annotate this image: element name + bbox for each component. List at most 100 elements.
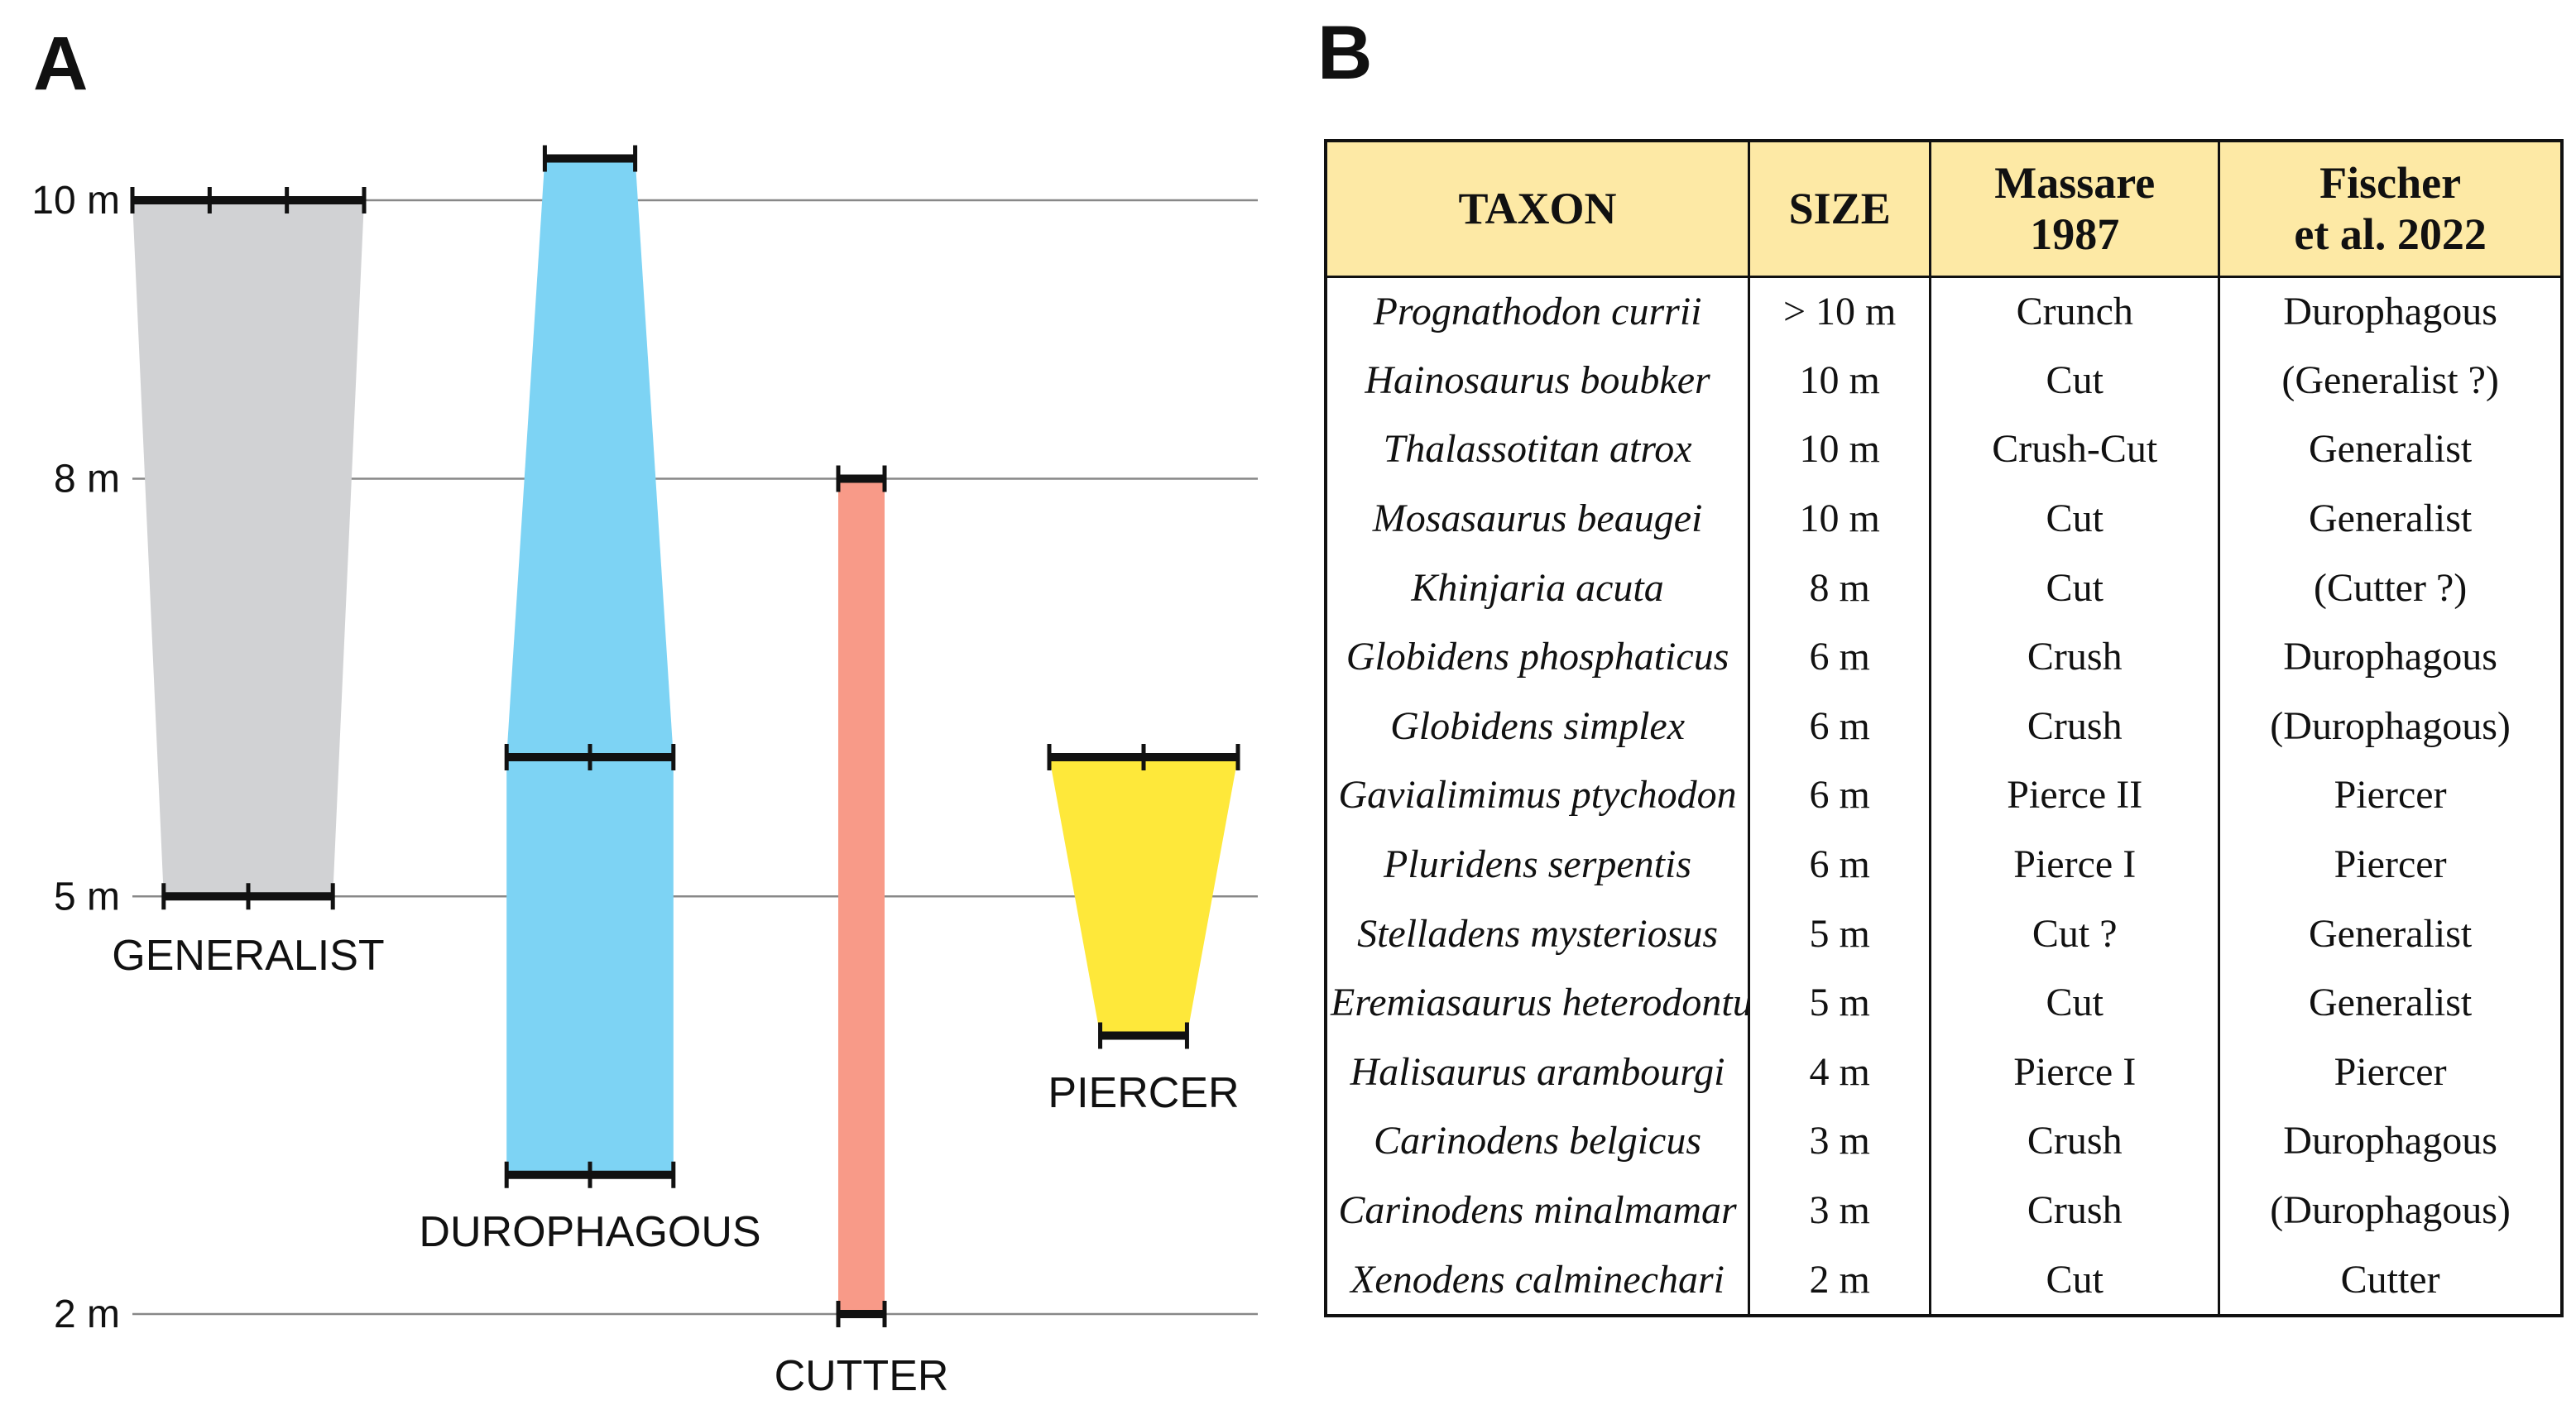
durophagous-label: DUROPHAGOUS: [419, 1208, 760, 1256]
cell-fischer: Generalist: [2218, 483, 2560, 554]
cell-taxon: Xenodens calminechari: [1350, 1257, 1725, 1302]
cell-massare: Crush: [1929, 1175, 2219, 1245]
cell-massare: Cut: [1929, 345, 2219, 415]
cell-massare: Cut: [1929, 1245, 2219, 1314]
table-row: Xenodens calminechari 2 m Cut Cutter: [1327, 1245, 2560, 1314]
table-row: Pluridens serpentis 6 m Pierce I Piercer: [1327, 829, 2560, 899]
cell-size: 10 m: [1748, 483, 1931, 554]
cell-taxon: Halisaurus arambourgi: [1350, 1049, 1725, 1094]
cell-fischer: (Durophagous): [2218, 1175, 2560, 1245]
cell-fischer: Piercer: [2218, 829, 2560, 899]
cell-massare: Crush: [1929, 621, 2219, 692]
cell-massare: Pierce II: [1929, 760, 2219, 830]
diet-table: TAXON SIZE Massare 1987 Fischer et al. 202…: [1324, 139, 2564, 1317]
durophagous-max-bar: [542, 145, 638, 172]
cell-fischer: (Durophagous): [2218, 691, 2560, 761]
cell-taxon: Prognathodon currii: [1373, 290, 1702, 334]
cell-size: 6 m: [1748, 829, 1931, 899]
table-header-row: TAXON SIZE Massare 1987 Fischer et al. 202…: [1327, 142, 2560, 278]
cell-taxon: Thalassotitan atrox: [1383, 427, 1692, 472]
cell-taxon: Khinjaria acuta: [1411, 565, 1664, 610]
y-tick-label: 5 m: [54, 875, 120, 919]
piercer-range-shape: [1049, 757, 1238, 1036]
cell-massare: Crush: [1929, 691, 2219, 761]
cell-taxon: Stelladens mysteriosus: [1357, 911, 1719, 956]
table-row: Gavialimimus ptychodon 6 m Pierce II Pierce…: [1327, 760, 2560, 830]
table-row: Halisaurus arambourgi 4 m Pierce I Piercer: [1327, 1037, 2560, 1107]
generalist-range-shape: [132, 200, 364, 897]
generalist-min-bar: [161, 883, 335, 910]
cell-massare: Pierce I: [1929, 829, 2219, 899]
table-row: Hainosaurus boubker 10 m Cut (Generalist ?): [1327, 345, 2560, 415]
table-row: Khinjaria acuta 8 m Cut (Cutter ?): [1327, 553, 2560, 622]
cell-massare: Cut: [1929, 967, 2219, 1038]
cell-taxon: Mosasaurus beaugei: [1372, 496, 1703, 541]
cell-taxon: Pluridens serpentis: [1384, 842, 1692, 887]
piercer-min-bar: [1098, 1022, 1189, 1049]
cutter-max-bar: [836, 465, 887, 492]
cell-taxon: Eremiasaurus heterodontus: [1331, 981, 1749, 1025]
size-range-chart: A 10 m 8 m 5 m 2 m GENERALIST DUROPHAGOUS CUT…: [31, 22, 1258, 1400]
cell-taxon: Gavialimimus ptychodon: [1338, 773, 1737, 818]
header-size: SIZE: [1748, 142, 1931, 278]
cell-size: > 10 m: [1748, 276, 1931, 346]
cutter-range-shape: [838, 478, 885, 1314]
cell-taxon: Hainosaurus boubker: [1365, 357, 1710, 402]
cell-fischer: Generalist: [2218, 899, 2560, 968]
cell-fischer: Generalist: [2218, 967, 2560, 1038]
cell-massare: Cut: [1929, 553, 2219, 622]
durophagous-min-bar: [504, 1161, 676, 1188]
cutter-min-bar: [836, 1301, 887, 1327]
cell-size: 10 m: [1748, 345, 1931, 415]
cell-fischer: Cutter: [2218, 1245, 2560, 1314]
header-fischer-2022: Fischer et al. 2022: [2218, 142, 2560, 278]
piercer-label: PIERCER: [1048, 1069, 1239, 1117]
cell-size: 10 m: [1748, 415, 1931, 484]
cell-size: 5 m: [1748, 967, 1931, 1038]
table-row: Carinodens minalmamar 3 m Crush (Durophagou…: [1327, 1175, 2560, 1245]
cell-size: 4 m: [1748, 1037, 1931, 1107]
table-row: Globidens phosphaticus 6 m Crush Durophagou…: [1327, 621, 2560, 692]
panel-b-letter: B: [1317, 11, 1373, 95]
y-tick-label: 8 m: [54, 458, 120, 501]
cell-fischer: Piercer: [2218, 760, 2560, 830]
header-taxon: TAXON: [1327, 142, 1749, 278]
panel-a-letter: A: [33, 22, 88, 106]
table-row: Carinodens belgicus 3 m Crush Durophagous: [1327, 1106, 2560, 1176]
cell-massare: Crush: [1929, 1106, 2219, 1176]
table-row: Mosasaurus beaugei 10 m Cut Generalist: [1327, 483, 2560, 554]
cell-fischer: Durophagous: [2218, 1106, 2560, 1176]
cell-fischer: Piercer: [2218, 1037, 2560, 1107]
generalist-label: GENERALIST: [112, 932, 384, 980]
durophagous-mid-bar: [504, 744, 676, 770]
panel-a: A 10 m 8 m 5 m 2 m GENERALIST DUROPHAGOUS CUT…: [31, 22, 1258, 1400]
cell-fischer: Durophagous: [2218, 621, 2560, 692]
cell-taxon: Carinodens belgicus: [1374, 1119, 1702, 1163]
generalist-max-bar: [130, 187, 367, 213]
cell-size: 3 m: [1748, 1106, 1931, 1176]
cell-taxon: Globidens simplex: [1390, 703, 1686, 748]
cell-taxon: Globidens phosphaticus: [1346, 635, 1729, 679]
table-row: Prognathodon currii > 10 m Crunch Durophago…: [1327, 276, 2560, 346]
cell-massare: Crunch: [1929, 276, 2219, 346]
cell-fischer: Generalist: [2218, 415, 2560, 484]
cell-size: 6 m: [1748, 621, 1931, 692]
y-tick-label: 2 m: [54, 1293, 120, 1336]
cell-size: 6 m: [1748, 760, 1931, 830]
cell-size: 5 m: [1748, 899, 1931, 968]
cell-fischer: (Cutter ?): [2218, 553, 2560, 622]
cell-size: 8 m: [1748, 553, 1931, 622]
cell-massare: Cut: [1929, 483, 2219, 554]
table-row: Thalassotitan atrox 10 m Crush-Cut Generali…: [1327, 415, 2560, 484]
table-row: Globidens simplex 6 m Crush (Durophagous): [1327, 691, 2560, 761]
table-row: Stelladens mysteriosus 5 m Cut ? Generalist: [1327, 899, 2560, 968]
cell-taxon: Carinodens minalmamar: [1338, 1188, 1737, 1233]
cell-massare: Crush-Cut: [1929, 415, 2219, 484]
cell-size: 3 m: [1748, 1175, 1931, 1245]
cell-fischer: Durophagous: [2218, 276, 2560, 346]
cell-size: 2 m: [1748, 1245, 1931, 1314]
cutter-label: CUTTER: [775, 1352, 949, 1400]
cell-fischer: (Generalist ?): [2218, 345, 2560, 415]
cell-size: 6 m: [1748, 691, 1931, 761]
cell-massare: Cut ?: [1929, 899, 2219, 968]
